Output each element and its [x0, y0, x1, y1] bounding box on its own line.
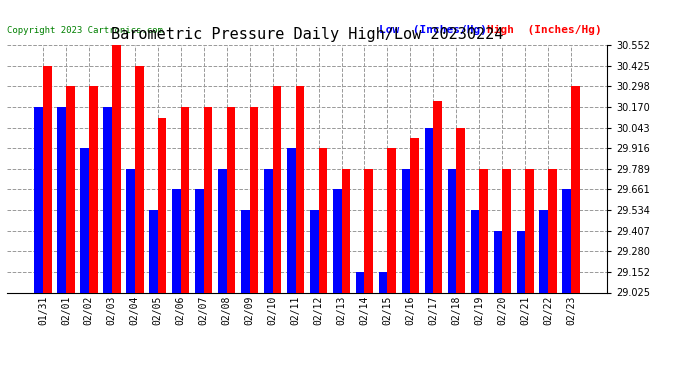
Bar — [525, 169, 534, 292]
Bar — [135, 66, 144, 292]
Bar — [433, 101, 442, 292]
Bar — [126, 169, 135, 292]
Bar — [388, 148, 396, 292]
Bar — [424, 128, 433, 292]
Bar — [471, 210, 480, 292]
Bar — [43, 66, 52, 292]
Text: High  (Inches/Hg): High (Inches/Hg) — [487, 25, 602, 35]
Bar — [34, 107, 43, 292]
Bar — [158, 118, 166, 292]
Bar — [411, 138, 419, 292]
Bar — [80, 148, 89, 292]
Bar — [379, 272, 388, 292]
Bar — [181, 107, 190, 292]
Bar — [517, 231, 525, 292]
Bar — [250, 107, 258, 292]
Bar — [103, 107, 112, 292]
Bar — [112, 45, 121, 292]
Text: Low  (Inches/Hg): Low (Inches/Hg) — [379, 25, 487, 35]
Bar — [364, 169, 373, 292]
Bar — [493, 231, 502, 292]
Bar — [448, 169, 456, 292]
Bar — [172, 189, 181, 292]
Text: Copyright 2023 Cartronics.com: Copyright 2023 Cartronics.com — [7, 26, 163, 34]
Bar — [502, 169, 511, 292]
Bar — [549, 169, 557, 292]
Bar — [89, 86, 97, 292]
Bar — [480, 169, 488, 292]
Bar — [287, 148, 295, 292]
Bar — [218, 169, 226, 292]
Bar — [195, 189, 204, 292]
Bar — [402, 169, 411, 292]
Bar — [264, 169, 273, 292]
Bar — [310, 210, 319, 292]
Bar — [540, 210, 549, 292]
Bar — [356, 272, 364, 292]
Bar — [66, 86, 75, 292]
Bar — [241, 210, 250, 292]
Bar — [57, 107, 66, 292]
Bar — [571, 86, 580, 292]
Bar — [149, 210, 158, 292]
Bar — [204, 107, 213, 292]
Title: Barometric Pressure Daily High/Low 20230224: Barometric Pressure Daily High/Low 20230… — [111, 27, 503, 42]
Bar — [342, 169, 351, 292]
Bar — [226, 107, 235, 292]
Bar — [562, 189, 571, 292]
Bar — [273, 86, 282, 292]
Bar — [333, 189, 342, 292]
Bar — [295, 86, 304, 292]
Bar — [319, 148, 327, 292]
Bar — [456, 128, 465, 292]
